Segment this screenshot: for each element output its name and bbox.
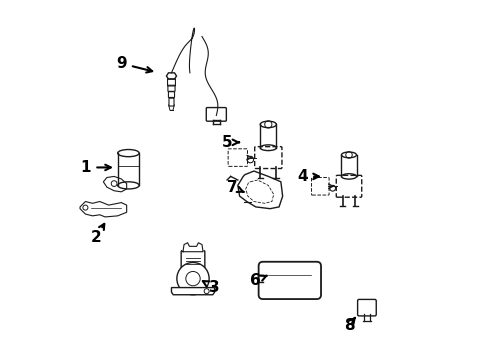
Text: 8: 8 [343, 318, 354, 333]
Polygon shape [183, 243, 203, 252]
Text: 2: 2 [91, 230, 101, 245]
FancyBboxPatch shape [181, 251, 205, 269]
Circle shape [204, 289, 209, 294]
Circle shape [177, 262, 209, 295]
FancyBboxPatch shape [259, 262, 321, 299]
Text: 1: 1 [80, 160, 91, 175]
Text: 4: 4 [297, 169, 308, 184]
Polygon shape [172, 288, 215, 295]
Text: 3: 3 [209, 280, 220, 295]
FancyBboxPatch shape [358, 300, 376, 316]
Text: 6: 6 [250, 273, 261, 288]
Polygon shape [238, 171, 283, 209]
Text: 7: 7 [227, 180, 238, 195]
Text: 5: 5 [222, 135, 232, 150]
Text: 9: 9 [116, 56, 126, 71]
